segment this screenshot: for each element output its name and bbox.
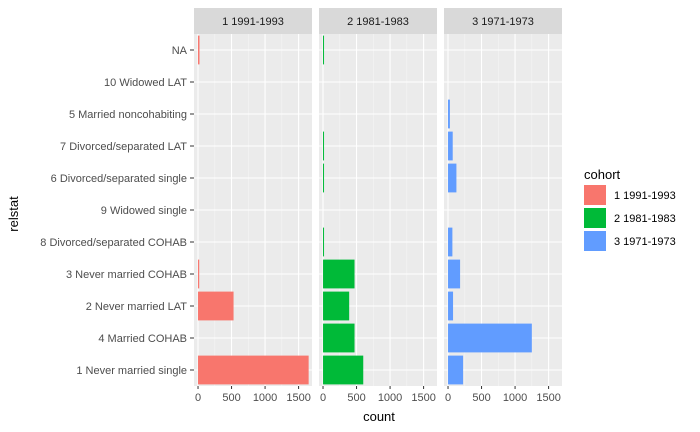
legend-entry-label: 2 1981-1983 <box>614 213 676 225</box>
facet-strip <box>444 8 562 34</box>
bar <box>323 163 325 193</box>
facet-panel: 1 1991-1993 0 500 1000 1500 <box>194 8 312 404</box>
y-axis-title: relstat <box>6 196 21 232</box>
bar <box>323 259 355 289</box>
facet-strip-label: 2 1981-1983 <box>347 16 409 28</box>
bar <box>198 35 200 65</box>
y-tick-label: 2 Never married LAT <box>86 301 188 313</box>
x-axis-title: count <box>363 409 395 424</box>
y-tick-label: 5 Married noncohabiting <box>69 109 187 121</box>
x-tick-label: 500 <box>347 392 365 404</box>
x-tick-label: 500 <box>222 392 240 404</box>
bar <box>448 259 461 289</box>
legend: cohort 1 1991-1993 2 1981-1983 3 1971-1973 <box>584 167 676 251</box>
bar <box>323 323 355 353</box>
bar <box>323 355 364 385</box>
bar <box>198 355 309 385</box>
legend-key <box>584 208 606 228</box>
x-tick-label: 1500 <box>286 392 310 404</box>
bar <box>323 227 325 257</box>
y-tick-label: 8 Divorced/separated COHAB <box>40 237 187 249</box>
bar <box>448 227 453 257</box>
x-tick-label: 1000 <box>378 392 402 404</box>
bar <box>448 131 453 161</box>
x-tick-label: 0 <box>445 392 451 404</box>
legend-title: cohort <box>584 167 621 182</box>
y-tick-label: 4 Married COHAB <box>98 333 187 345</box>
bar <box>448 99 450 129</box>
facet-panels: 1 1991-1993 0 500 1000 1500 2 1981-1983 0 500 10… <box>194 8 562 404</box>
facet-strip <box>194 8 312 34</box>
x-tick-label: 1500 <box>536 392 560 404</box>
bar <box>448 323 532 353</box>
bar <box>448 291 454 321</box>
facet-panel: 2 1981-1983 0 500 1000 1500 <box>319 8 437 404</box>
y-tick-label: NA <box>172 45 188 57</box>
y-tick-label: 1 Never married single <box>76 365 187 377</box>
facet-strip-label: 3 1971-1973 <box>472 16 534 28</box>
legend-entry-label: 3 1971-1973 <box>614 236 676 248</box>
facet-panel: 3 1971-1973 0 500 1000 1500 <box>444 8 562 404</box>
y-tick-label: 10 Widowed LAT <box>104 77 187 89</box>
y-axis: NA 10 Widowed LAT 5 Married noncohabiting 7… <box>40 45 194 377</box>
x-tick-label: 0 <box>320 392 326 404</box>
x-tick-label: 1000 <box>503 392 527 404</box>
bar <box>323 35 325 65</box>
bar <box>198 259 200 289</box>
legend-key <box>584 185 606 205</box>
legend-entry-label: 1 1991-1993 <box>614 190 676 202</box>
legend-key <box>584 231 606 251</box>
y-tick-label: 7 Divorced/separated LAT <box>60 141 187 153</box>
bar <box>198 291 234 321</box>
x-tick-label: 1500 <box>411 392 435 404</box>
y-tick-label: 6 Divorced/separated single <box>51 173 187 185</box>
x-tick-label: 0 <box>195 392 201 404</box>
y-tick-label: 3 Never married COHAB <box>66 269 187 281</box>
bar <box>448 355 464 385</box>
x-tick-label: 500 <box>472 392 490 404</box>
facet-strip <box>319 8 437 34</box>
bar <box>323 131 325 161</box>
facet-strip-label: 1 1991-1993 <box>222 16 284 28</box>
x-tick-label: 1000 <box>253 392 277 404</box>
y-tick-label: 9 Widowed single <box>101 205 187 217</box>
bar <box>448 163 457 193</box>
bar <box>323 291 350 321</box>
